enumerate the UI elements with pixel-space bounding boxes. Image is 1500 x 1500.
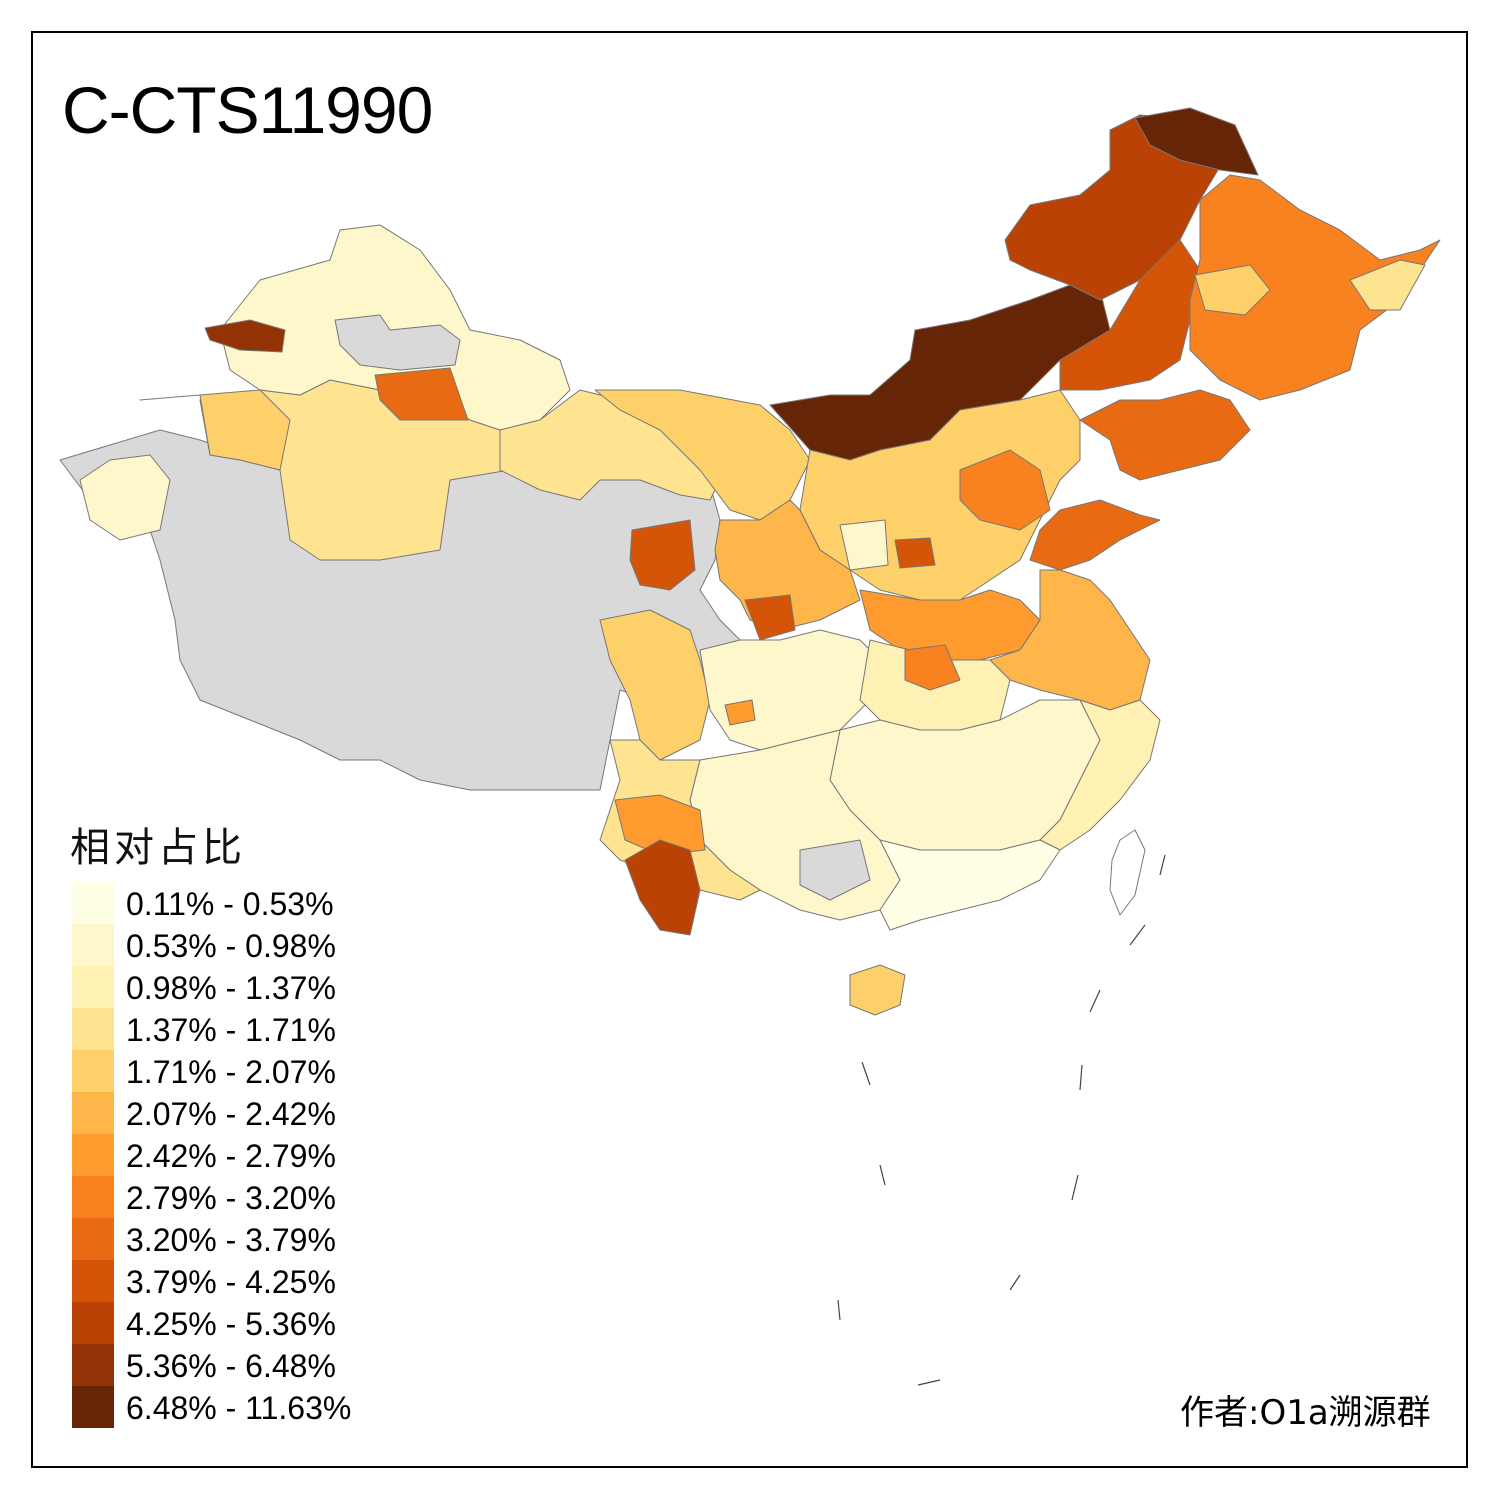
- region-guangdong: [879, 839, 1061, 931]
- legend-swatch: [72, 1302, 114, 1344]
- region-baoji: [744, 594, 796, 641]
- region-taiyuan: [839, 519, 889, 571]
- region-qinghai-east: [629, 519, 696, 591]
- legend-swatch: [72, 1176, 114, 1218]
- scs-dash-5: [1009, 1274, 1021, 1291]
- region-liaoning: [1079, 389, 1251, 481]
- legend-title: 相对占比: [70, 825, 246, 871]
- legend-label: 3.20% - 3.79%: [126, 1222, 336, 1258]
- legend-label: 6.48% - 11.63%: [126, 1390, 352, 1426]
- region-heilongjiang: [1189, 174, 1441, 401]
- legend-label: 3.79% - 4.25%: [126, 1264, 336, 1300]
- region-hulunbuir-north: [1134, 107, 1259, 176]
- region-xishuangbanna: [624, 839, 701, 936]
- region-kashgar: [79, 454, 171, 541]
- map-frame: [31, 31, 1468, 1468]
- legend-swatch: [72, 1386, 114, 1428]
- legend-label: 5.36% - 6.48%: [126, 1348, 336, 1384]
- legend-swatch: [72, 966, 114, 1008]
- scs-dash-4: [917, 1379, 941, 1386]
- legend-swatch: [72, 1260, 114, 1302]
- legend-swatch: [72, 1008, 114, 1050]
- region-xinjiang-nodata: [334, 314, 461, 371]
- legend-label: 2.07% - 2.42%: [126, 1096, 336, 1132]
- scs-dash-7: [1079, 1064, 1083, 1091]
- region-guangxi-nodata: [799, 839, 871, 901]
- scs-dash-10: [1159, 854, 1166, 876]
- region-jilin-east: [1349, 259, 1426, 311]
- legend-swatch: [72, 924, 114, 966]
- region-shandong: [1029, 499, 1161, 571]
- region-zhejiang-fujian: [1039, 699, 1161, 851]
- scs-dash-6: [1071, 1174, 1079, 1201]
- legend-swatch: [72, 1050, 114, 1092]
- scs-dash-3: [837, 1299, 841, 1321]
- region-xiangyang: [904, 644, 961, 691]
- legend-label: 0.53% - 0.98%: [126, 928, 336, 964]
- legend-swatch: [72, 1218, 114, 1260]
- scs-dash-8: [1089, 989, 1101, 1013]
- scs-dash-2: [879, 1164, 886, 1186]
- legend-swatch: [72, 1344, 114, 1386]
- region-linfen: [894, 537, 936, 569]
- legend-label: 2.79% - 3.20%: [126, 1180, 336, 1216]
- region-sichuan-west: [599, 609, 711, 761]
- legend-label: 0.11% - 0.53%: [126, 886, 334, 922]
- region-xinjiang-west: [139, 389, 291, 471]
- author-credit: 作者:O1a溯源群: [1180, 1393, 1431, 1433]
- legend-label: 1.37% - 1.71%: [126, 1012, 336, 1048]
- region-gansu: [499, 389, 721, 501]
- region-taiwan: [1109, 829, 1146, 916]
- legend-label: 4.25% - 5.36%: [126, 1306, 336, 1342]
- legend-swatch: [72, 1134, 114, 1176]
- region-yili: [204, 319, 286, 353]
- region-chongqing-orange: [724, 699, 756, 726]
- region-harbin: [1194, 264, 1271, 316]
- region-inner-mongolia-east: [1004, 114, 1231, 301]
- region-hebei-core: [959, 449, 1051, 531]
- legend-label: 2.42% - 2.79%: [126, 1138, 336, 1174]
- scs-dash-1: [861, 1061, 871, 1086]
- region-turpan: [374, 367, 469, 421]
- legend-swatch: [72, 1092, 114, 1134]
- region-shaanxi: [714, 499, 861, 631]
- legend-swatch: [72, 882, 114, 924]
- legend-label: 1.71% - 2.07%: [126, 1054, 336, 1090]
- region-yunnan-west: [614, 794, 706, 856]
- legend-label: 0.98% - 1.37%: [126, 970, 336, 1006]
- scs-dash-9: [1129, 924, 1146, 946]
- region-hainan: [849, 964, 906, 1016]
- map-title: C-CTS11990: [62, 73, 433, 147]
